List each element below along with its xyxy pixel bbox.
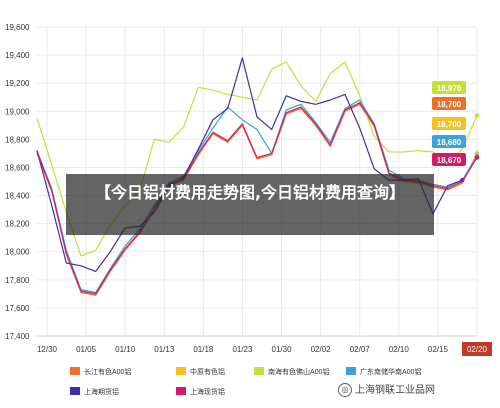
legend-label: 上海现货铝 [190,387,225,396]
watermark: ◎ 上海钢联工业品网 [338,381,435,397]
legend-swatch [176,367,186,375]
x-tick-label: 01/18 [193,345,214,354]
end-label-text: 18,680 [437,138,462,147]
series-end-point [474,155,480,160]
y-tick-label: 18,600 [5,163,30,172]
y-tick-label: 18,000 [5,248,30,257]
legend-swatch [176,387,186,395]
x-tick-label: 01/30 [272,345,293,354]
y-tick-label: 19,200 [5,79,30,88]
x-tick-label: 02/15 [428,345,449,354]
y-tick-label: 19,400 [5,51,30,60]
legend-label: 长江有色A00铝 [84,367,131,376]
legend-swatch [70,367,80,375]
x-tick-label: 12/30 [37,345,58,354]
y-axis-ticks: 17,400 17,600 17,800 18,000 18,200 18,400 18,6… [5,23,30,341]
y-tick-label: 18,200 [5,220,30,229]
end-label-box [432,81,466,94]
series-end-point [474,113,480,118]
end-label-text: 18,700 [437,100,462,109]
legend-swatch [70,387,80,395]
legend-swatch [346,367,356,375]
end-labels: 18,970 18,700 18,700 18,680 18,670 [432,81,466,166]
y-tick-label: 18,400 [5,192,30,201]
end-label-box [432,153,466,166]
x-tick-label: 01/13 [154,345,175,354]
legend-label: 上海期货铝 [84,387,119,396]
end-label-text: 18,670 [437,156,462,165]
x-tick-label: 01/23 [232,345,253,354]
y-tick-label: 19,000 [5,107,30,116]
end-label-text: 18,970 [437,84,462,93]
y-tick-label: 17,800 [5,276,30,285]
x-tick-highlight [462,342,492,356]
watermark-text: 上海钢联工业品网 [355,385,435,396]
y-tick-label: 17,600 [5,304,30,313]
y-tick-label: 18,800 [5,135,30,144]
y-tick-label: 17,400 [5,332,30,341]
x-axis-ticks: 12/30 01/05 01/10 01/13 01/18 01/23 01/30 02/02… [37,342,492,356]
x-tick-label: 01/05 [76,345,97,354]
legend-label: 中原有色铝 [190,367,225,376]
legend-label: 广东南储华南A00铝 [360,367,421,376]
x-tick-label: 02/20 [467,345,488,354]
end-label-box [432,97,466,110]
end-label-box [432,135,466,148]
x-tick-label: 02/02 [311,345,332,354]
end-label-box [432,117,466,130]
overlay-title: 【今日铝材费用走势图,今日铝材费用查询】 [66,174,434,235]
x-tick-label: 01/10 [115,345,136,354]
y-tick-label: 19,600 [5,23,30,32]
watermark-icon: ◎ [338,383,352,397]
x-tick-label: 02/07 [350,345,371,354]
end-label-text: 18,700 [437,120,462,129]
legend-swatch [254,367,264,375]
legend-label: 南海有色佛山A00铝 [268,367,329,376]
x-tick-label: 02/10 [389,345,410,354]
